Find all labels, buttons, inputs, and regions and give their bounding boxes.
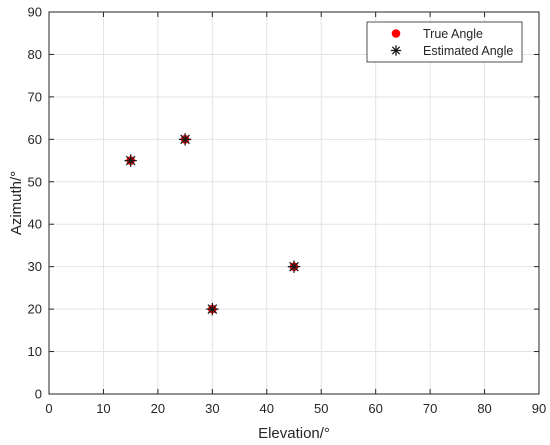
x-tick-label: 0 [45, 401, 52, 416]
x-tick-label: 90 [532, 401, 546, 416]
tick-labels: 0 10 20 30 40 50 60 70 80 90 0 10 20 30 40 50 60 70 80 90 [28, 5, 547, 417]
grid [49, 12, 539, 394]
legend-marker-estimated-angle [390, 45, 402, 56]
y-tick-label: 40 [28, 217, 42, 232]
x-tick-label: 60 [368, 401, 382, 416]
x-tick-label: 10 [96, 401, 110, 416]
estimated-angle-point [206, 302, 219, 316]
x-tick-label: 40 [260, 401, 274, 416]
estimated-angle-point [287, 260, 301, 273]
estimated-angle-point [124, 154, 137, 167]
y-tick-label: 50 [28, 174, 42, 189]
y-tick-label: 20 [28, 302, 42, 317]
y-tick-label: 70 [28, 89, 42, 104]
y-tick-label: 90 [28, 5, 42, 20]
legend-asterisk [390, 45, 402, 56]
y-tick-label: 80 [28, 47, 42, 62]
legend: True Angle Estimated Angle [366, 21, 523, 63]
y-tick-label: 30 [28, 259, 42, 274]
legend-label-estimated-angle: Estimated Angle [423, 44, 513, 58]
y-tick-label: 0 [35, 387, 42, 402]
y-axis-label: Azimuth/° [8, 171, 25, 235]
data-points [124, 133, 301, 316]
x-tick-label: 70 [423, 401, 437, 416]
legend-box [366, 21, 523, 63]
x-tick-label: 80 [477, 401, 491, 416]
x-axis-label: Elevation/° [258, 425, 330, 442]
y-tick-label: 10 [28, 344, 42, 359]
x-tick-label: 50 [314, 401, 328, 416]
x-tick-label: 30 [205, 401, 219, 416]
y-tick-label: 60 [28, 132, 42, 147]
legend-label-true-angle: True Angle [423, 27, 483, 41]
plot-area-frame [48, 11, 540, 395]
x-tick-label: 20 [151, 401, 165, 416]
estimated-angle-point [178, 133, 192, 146]
ticks [48, 11, 540, 395]
legend-marker-true-angle [391, 29, 401, 38]
